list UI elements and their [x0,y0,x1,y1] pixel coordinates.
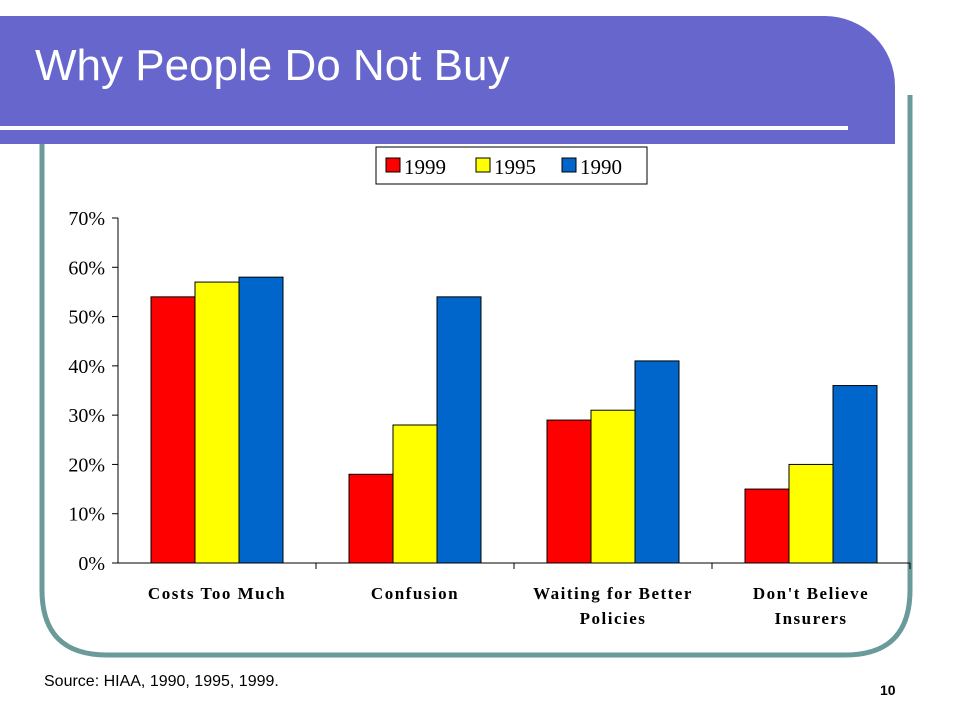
x-category-label: Insurers [774,609,847,628]
x-category-label: Don't Believe [753,584,869,603]
bar-1999 [348,473,394,564]
y-tick-label: 50% [68,307,105,329]
slide-number: 10 [880,682,896,698]
bar-1995 [590,409,636,564]
bar-1995 [194,281,240,564]
y-tick-label: 20% [68,454,105,476]
bar-1995 [392,424,438,564]
page-title: Why People Do Not Buy [35,41,510,90]
bar-1999 [546,419,592,564]
bar-1990 [238,276,284,564]
legend-box [375,146,648,185]
content-frame-border [39,95,913,658]
y-tick-label: 0% [78,553,105,575]
bar-1990 [634,360,680,564]
y-tick-label: 60% [68,257,105,279]
legend-swatch-1995 [475,157,491,173]
x-category-label: Waiting for Better [533,584,693,603]
legend-swatch-1999 [385,157,401,173]
y-tick-label: 70% [68,208,105,230]
x-category-label: Costs Too Much [148,584,286,603]
source-note: Source: HIAA, 1990, 1995, 1999. [44,673,279,690]
bar-1990 [832,385,878,564]
y-tick-label: 30% [68,405,105,427]
legend-label-1995: 1995 [494,155,536,179]
title-band [0,16,895,144]
y-tick-label: 10% [68,504,105,526]
bar-1990 [436,296,482,564]
legend-label-1990: 1990 [580,155,622,179]
legend-swatch-1990 [561,157,577,173]
x-category-label: Confusion [371,584,459,603]
legend-label-1999: 1999 [404,155,446,179]
bar-1999 [744,488,790,564]
bar-1999 [150,296,196,564]
x-category-label: Policies [580,609,647,628]
bar-1995 [788,463,834,564]
title-underline [0,126,848,130]
y-tick-label: 40% [68,356,105,378]
